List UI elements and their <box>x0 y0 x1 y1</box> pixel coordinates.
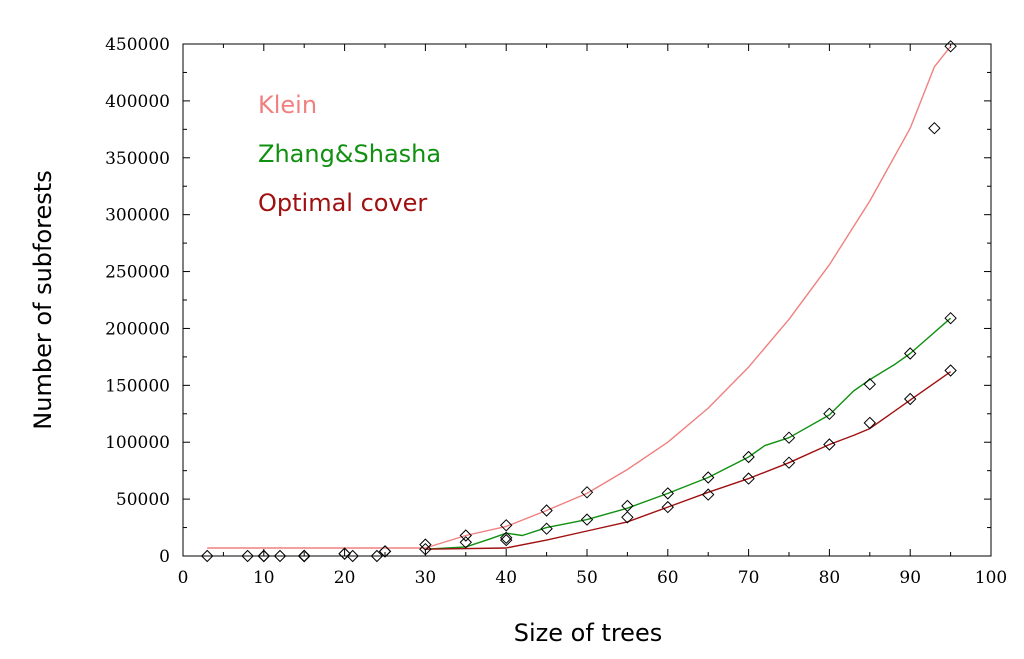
y-tick-label: 200000 <box>105 319 170 339</box>
x-tick-label: 20 <box>334 568 356 588</box>
data-marker <box>823 438 836 451</box>
data-marker <box>580 513 594 526</box>
x-tick-label: 50 <box>576 568 598 588</box>
data-marker <box>499 519 513 532</box>
data-marker <box>621 499 634 513</box>
data-marker <box>863 416 877 430</box>
data-marker <box>257 549 271 563</box>
y-tick-label: 50000 <box>116 490 170 510</box>
data-marker <box>701 488 715 501</box>
series-line-optimal-cover <box>425 371 952 550</box>
x-tick-label: 90 <box>899 568 921 588</box>
data-marker <box>944 40 957 53</box>
plot-border <box>182 43 992 557</box>
x-tick-label: 80 <box>819 568 841 588</box>
legend-entry: Klein <box>258 91 317 119</box>
data-marker <box>499 533 513 547</box>
y-tick-label: 350000 <box>105 149 170 169</box>
data-markers <box>200 40 957 563</box>
data-marker <box>540 504 553 517</box>
data-marker <box>419 538 432 551</box>
x-tick-label: 60 <box>657 568 679 588</box>
data-marker <box>863 377 877 391</box>
data-marker <box>944 364 957 377</box>
data-marker <box>903 392 917 406</box>
data-marker <box>540 522 553 535</box>
x-tick-label: 0 <box>178 568 189 588</box>
data-marker <box>580 486 594 499</box>
x-tick-label: 10 <box>253 568 275 588</box>
y-tick-label: 300000 <box>105 206 170 226</box>
data-marker <box>346 549 359 563</box>
data-marker <box>701 471 715 484</box>
data-marker <box>297 549 311 563</box>
data-marker <box>370 549 384 563</box>
y-tick-label: 400000 <box>105 92 170 112</box>
data-marker <box>944 311 957 325</box>
legend: Klein Zhang&Shasha Optimal cover <box>258 91 441 217</box>
data-marker <box>378 545 392 558</box>
x-tick-label: 100 <box>975 568 1007 588</box>
x-tick-label: 30 <box>415 568 437 588</box>
data-marker <box>661 487 675 500</box>
series-line-zhang-shasha <box>425 317 952 550</box>
data-marker <box>742 450 755 464</box>
y-axis-ticks: 0 50000 100000 150000 200000 250000 300000 3500… <box>105 35 991 567</box>
data-marker <box>419 542 432 556</box>
x-axis-ticks: 0 10 20 30 40 50 60 70 80 90 100 <box>178 44 1007 588</box>
data-marker <box>200 549 214 563</box>
y-tick-label: 450000 <box>105 35 170 55</box>
data-marker <box>621 511 634 524</box>
data-marker <box>499 531 513 545</box>
data-marker <box>459 536 473 549</box>
y-tick-label: 100000 <box>105 433 170 453</box>
data-marker <box>903 347 917 360</box>
data-marker <box>459 529 473 542</box>
data-marker <box>782 431 796 444</box>
y-tick-label: 250000 <box>105 263 170 283</box>
x-tick-label: 70 <box>738 568 760 588</box>
series-line-klein <box>207 45 952 549</box>
plot-frame <box>182 43 992 557</box>
data-marker <box>338 547 351 560</box>
legend-entry: Optimal cover <box>258 189 427 217</box>
x-axis-title: Size of trees <box>514 619 662 647</box>
data-marker <box>928 121 941 135</box>
y-axis-title: Number of subforests <box>29 170 57 429</box>
data-marker <box>661 500 675 514</box>
data-marker <box>742 472 755 485</box>
data-marker <box>823 407 836 421</box>
data-marker <box>241 549 254 563</box>
x-tick-label: 40 <box>495 568 517 588</box>
y-tick-label: 0 <box>159 547 170 567</box>
series-lines <box>207 45 952 550</box>
y-tick-label: 150000 <box>105 376 170 396</box>
data-marker <box>273 549 287 563</box>
legend-entry: Zhang&Shasha <box>258 140 441 168</box>
data-marker <box>782 456 796 469</box>
